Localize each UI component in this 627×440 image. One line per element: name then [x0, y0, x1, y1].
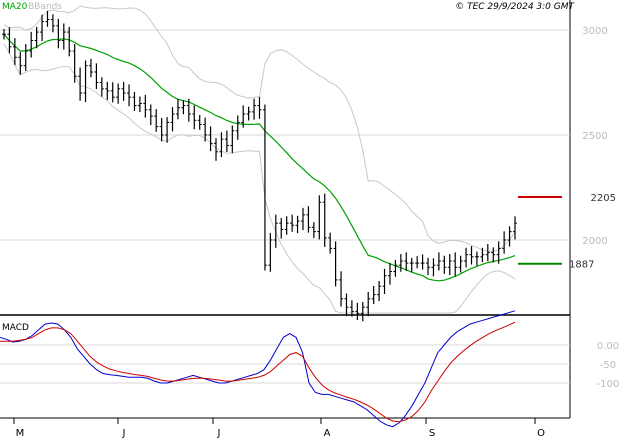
macd-tick-label: -50 [600, 360, 616, 371]
support-level-label: 1887 [569, 260, 594, 271]
macd-gridlines [0, 344, 570, 384]
macd-panel-title: MACD [2, 323, 29, 333]
copyright-timestamp: © TEC 29/9/2024 3:0 GMT [455, 2, 575, 12]
month-label: S [429, 428, 435, 439]
month-label: A [324, 428, 331, 439]
price-bars [2, 10, 517, 322]
bollinger-upper-band [3, 5, 516, 253]
macd-tick-label: 0.00 [597, 341, 619, 352]
ma20-line [3, 33, 516, 282]
month-label: J [217, 428, 221, 439]
macd-signal-line [0, 321, 516, 423]
bbands-legend: BBands [28, 2, 62, 12]
month-label: O [537, 428, 545, 439]
price-axis-labels: 3000 2500 2000 [582, 26, 607, 247]
month-label: M [16, 428, 25, 439]
ma20-legend: MA20 [2, 2, 28, 12]
price-tick-label: 2000 [582, 236, 607, 247]
macd-line [0, 310, 516, 428]
price-tick-label: 2500 [582, 131, 607, 142]
resistance-level-label: 2205 [591, 193, 616, 204]
price-tick-label: 3000 [582, 26, 607, 37]
main-gridlines [0, 29, 570, 241]
macd-tick-label: -100 [597, 379, 620, 390]
month-label: J [122, 428, 126, 439]
macd-axis-labels: 0.00 -50 -100 [597, 341, 620, 390]
bollinger-lower-band [3, 43, 516, 314]
